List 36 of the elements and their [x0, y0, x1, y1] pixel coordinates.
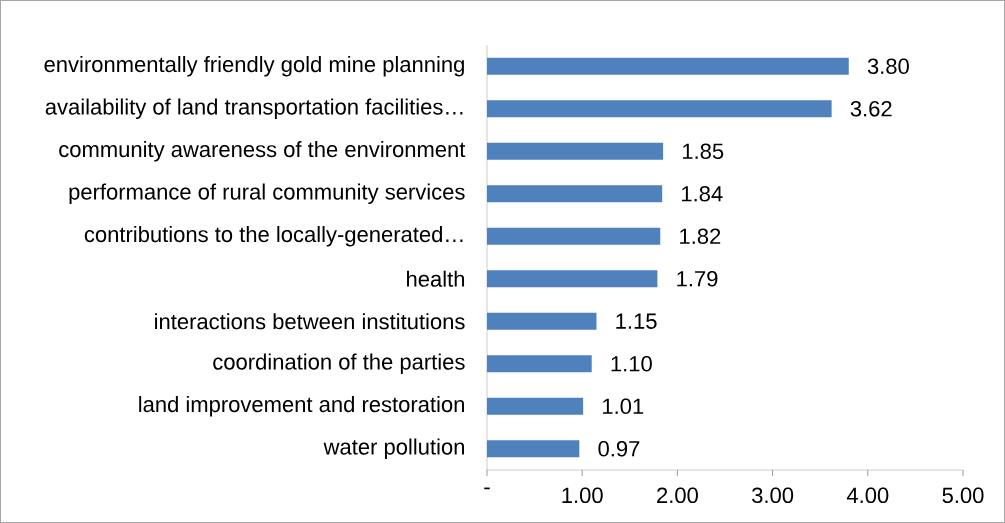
data-label: 3.62 — [850, 100, 892, 117]
data-label: 1.15 — [616, 313, 657, 329]
x-tick-label: 2.00 — [657, 487, 698, 504]
data-label: 1.85 — [683, 143, 724, 160]
bar — [487, 100, 832, 118]
data-label: 1.01 — [603, 398, 644, 415]
y-tick-label: water pollution — [323, 438, 464, 460]
data-label: 0.97 — [598, 440, 640, 457]
data-label: 1.79 — [677, 270, 718, 287]
bar — [487, 57, 849, 75]
y-tick-label: contributions to the locally-generated… — [84, 225, 463, 247]
data-label: 3.80 — [867, 58, 909, 75]
data-label: 1.10 — [611, 355, 652, 372]
x-tick-label: 1.00 — [562, 487, 603, 504]
bar — [487, 312, 597, 330]
y-tick-label: coordination of the parties — [213, 353, 465, 375]
data-label: 1.82 — [680, 228, 721, 245]
data-label: 1.84 — [682, 185, 723, 202]
x-tick-label: - — [484, 487, 490, 490]
y-tick-label: land improvement and restoration — [139, 395, 464, 417]
x-tick-label: 3.00 — [752, 487, 794, 504]
y-tick-label: interactions between institutions — [155, 313, 465, 330]
bar — [487, 440, 580, 458]
bar — [487, 227, 661, 245]
y-tick-label: community awareness of the environment — [59, 140, 466, 162]
bar — [487, 142, 664, 160]
y-tick-label: environmentally friendly gold mine planning — [44, 55, 464, 77]
bar — [487, 355, 592, 373]
x-tick-label: 4.00 — [846, 487, 889, 504]
bar — [487, 397, 584, 415]
y-tick-label: availability of land transportation facilities… — [45, 98, 463, 119]
bar — [487, 185, 663, 203]
x-tick-label: 5.00 — [942, 487, 984, 504]
y-tick-label: performance of rural community services — [69, 183, 465, 204]
bar — [487, 270, 658, 288]
y-tick-label: health — [407, 270, 465, 287]
